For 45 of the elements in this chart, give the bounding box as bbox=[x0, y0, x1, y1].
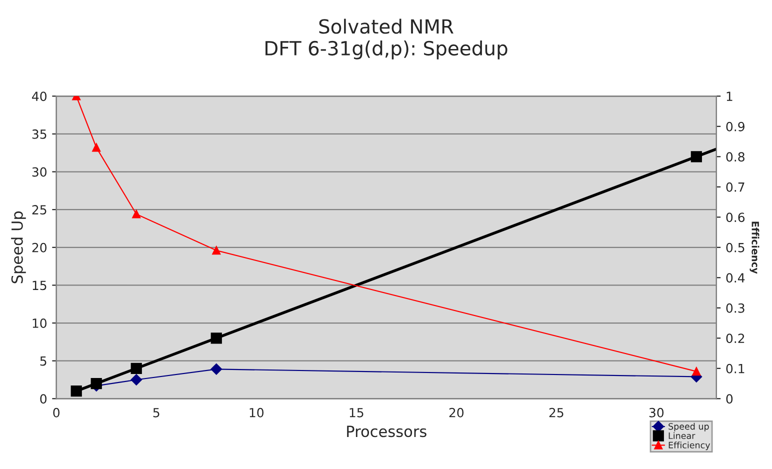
y-tick-label: 35 bbox=[32, 129, 46, 139]
point bbox=[70, 386, 82, 397]
y2-axis-title: Efficiency bbox=[750, 222, 760, 274]
point bbox=[130, 362, 142, 374]
point bbox=[210, 364, 222, 375]
x-tick-label: 25 bbox=[549, 408, 564, 418]
y-tick-label: 5 bbox=[40, 356, 46, 366]
point bbox=[130, 374, 142, 386]
x-axis-title: Processors bbox=[347, 426, 426, 438]
y-tick-label: 30 bbox=[32, 167, 46, 177]
y2-tick-label: 0.8 bbox=[726, 152, 744, 162]
y2-tick-label: 1 bbox=[726, 92, 732, 101]
y2-tick-label: 0.4 bbox=[726, 273, 745, 283]
y-tick-label: 10 bbox=[32, 318, 46, 328]
point bbox=[210, 332, 222, 344]
x-tick-label: 15 bbox=[350, 408, 364, 418]
x-tick-label: 30 bbox=[649, 408, 664, 418]
y2-tick-label: 0.1 bbox=[726, 364, 744, 374]
y-tick-label: 25 bbox=[32, 205, 46, 215]
y-tick-label: 20 bbox=[32, 242, 46, 252]
point bbox=[92, 143, 101, 152]
point bbox=[132, 210, 141, 218]
y2-tick-label: 0.2 bbox=[726, 334, 744, 344]
y-axis-title: Speed Up bbox=[11, 211, 26, 284]
x-tick-label: 10 bbox=[250, 408, 264, 418]
y2-tick-label: 0.9 bbox=[726, 122, 744, 132]
point bbox=[90, 378, 102, 390]
y-tick-label: 0 bbox=[40, 394, 46, 404]
legend-label: Speed up bbox=[668, 422, 709, 432]
x-tick-label: 20 bbox=[449, 408, 464, 418]
y2-tick-label: 0.5 bbox=[726, 242, 744, 252]
chart-title: Solvated NMR DFT 6-31g(d,p): Speedup bbox=[266, 18, 508, 60]
y-tick-label: 15 bbox=[32, 280, 46, 290]
y2-tick-label: 0.3 bbox=[726, 303, 744, 313]
legend-label: Efficiency bbox=[668, 442, 710, 450]
y-tick-label: 40 bbox=[32, 92, 46, 102]
point bbox=[692, 367, 701, 376]
x-tick-label: 5 bbox=[153, 408, 160, 418]
y2-tick-label: 0.7 bbox=[726, 182, 744, 192]
y2-tick-label: 0.6 bbox=[726, 212, 745, 222]
point bbox=[690, 151, 702, 162]
x-tick-label: 0 bbox=[53, 408, 60, 418]
point bbox=[212, 246, 221, 255]
legend-label: Linear bbox=[668, 432, 696, 440]
y2-tick-label: 0 bbox=[726, 394, 733, 404]
